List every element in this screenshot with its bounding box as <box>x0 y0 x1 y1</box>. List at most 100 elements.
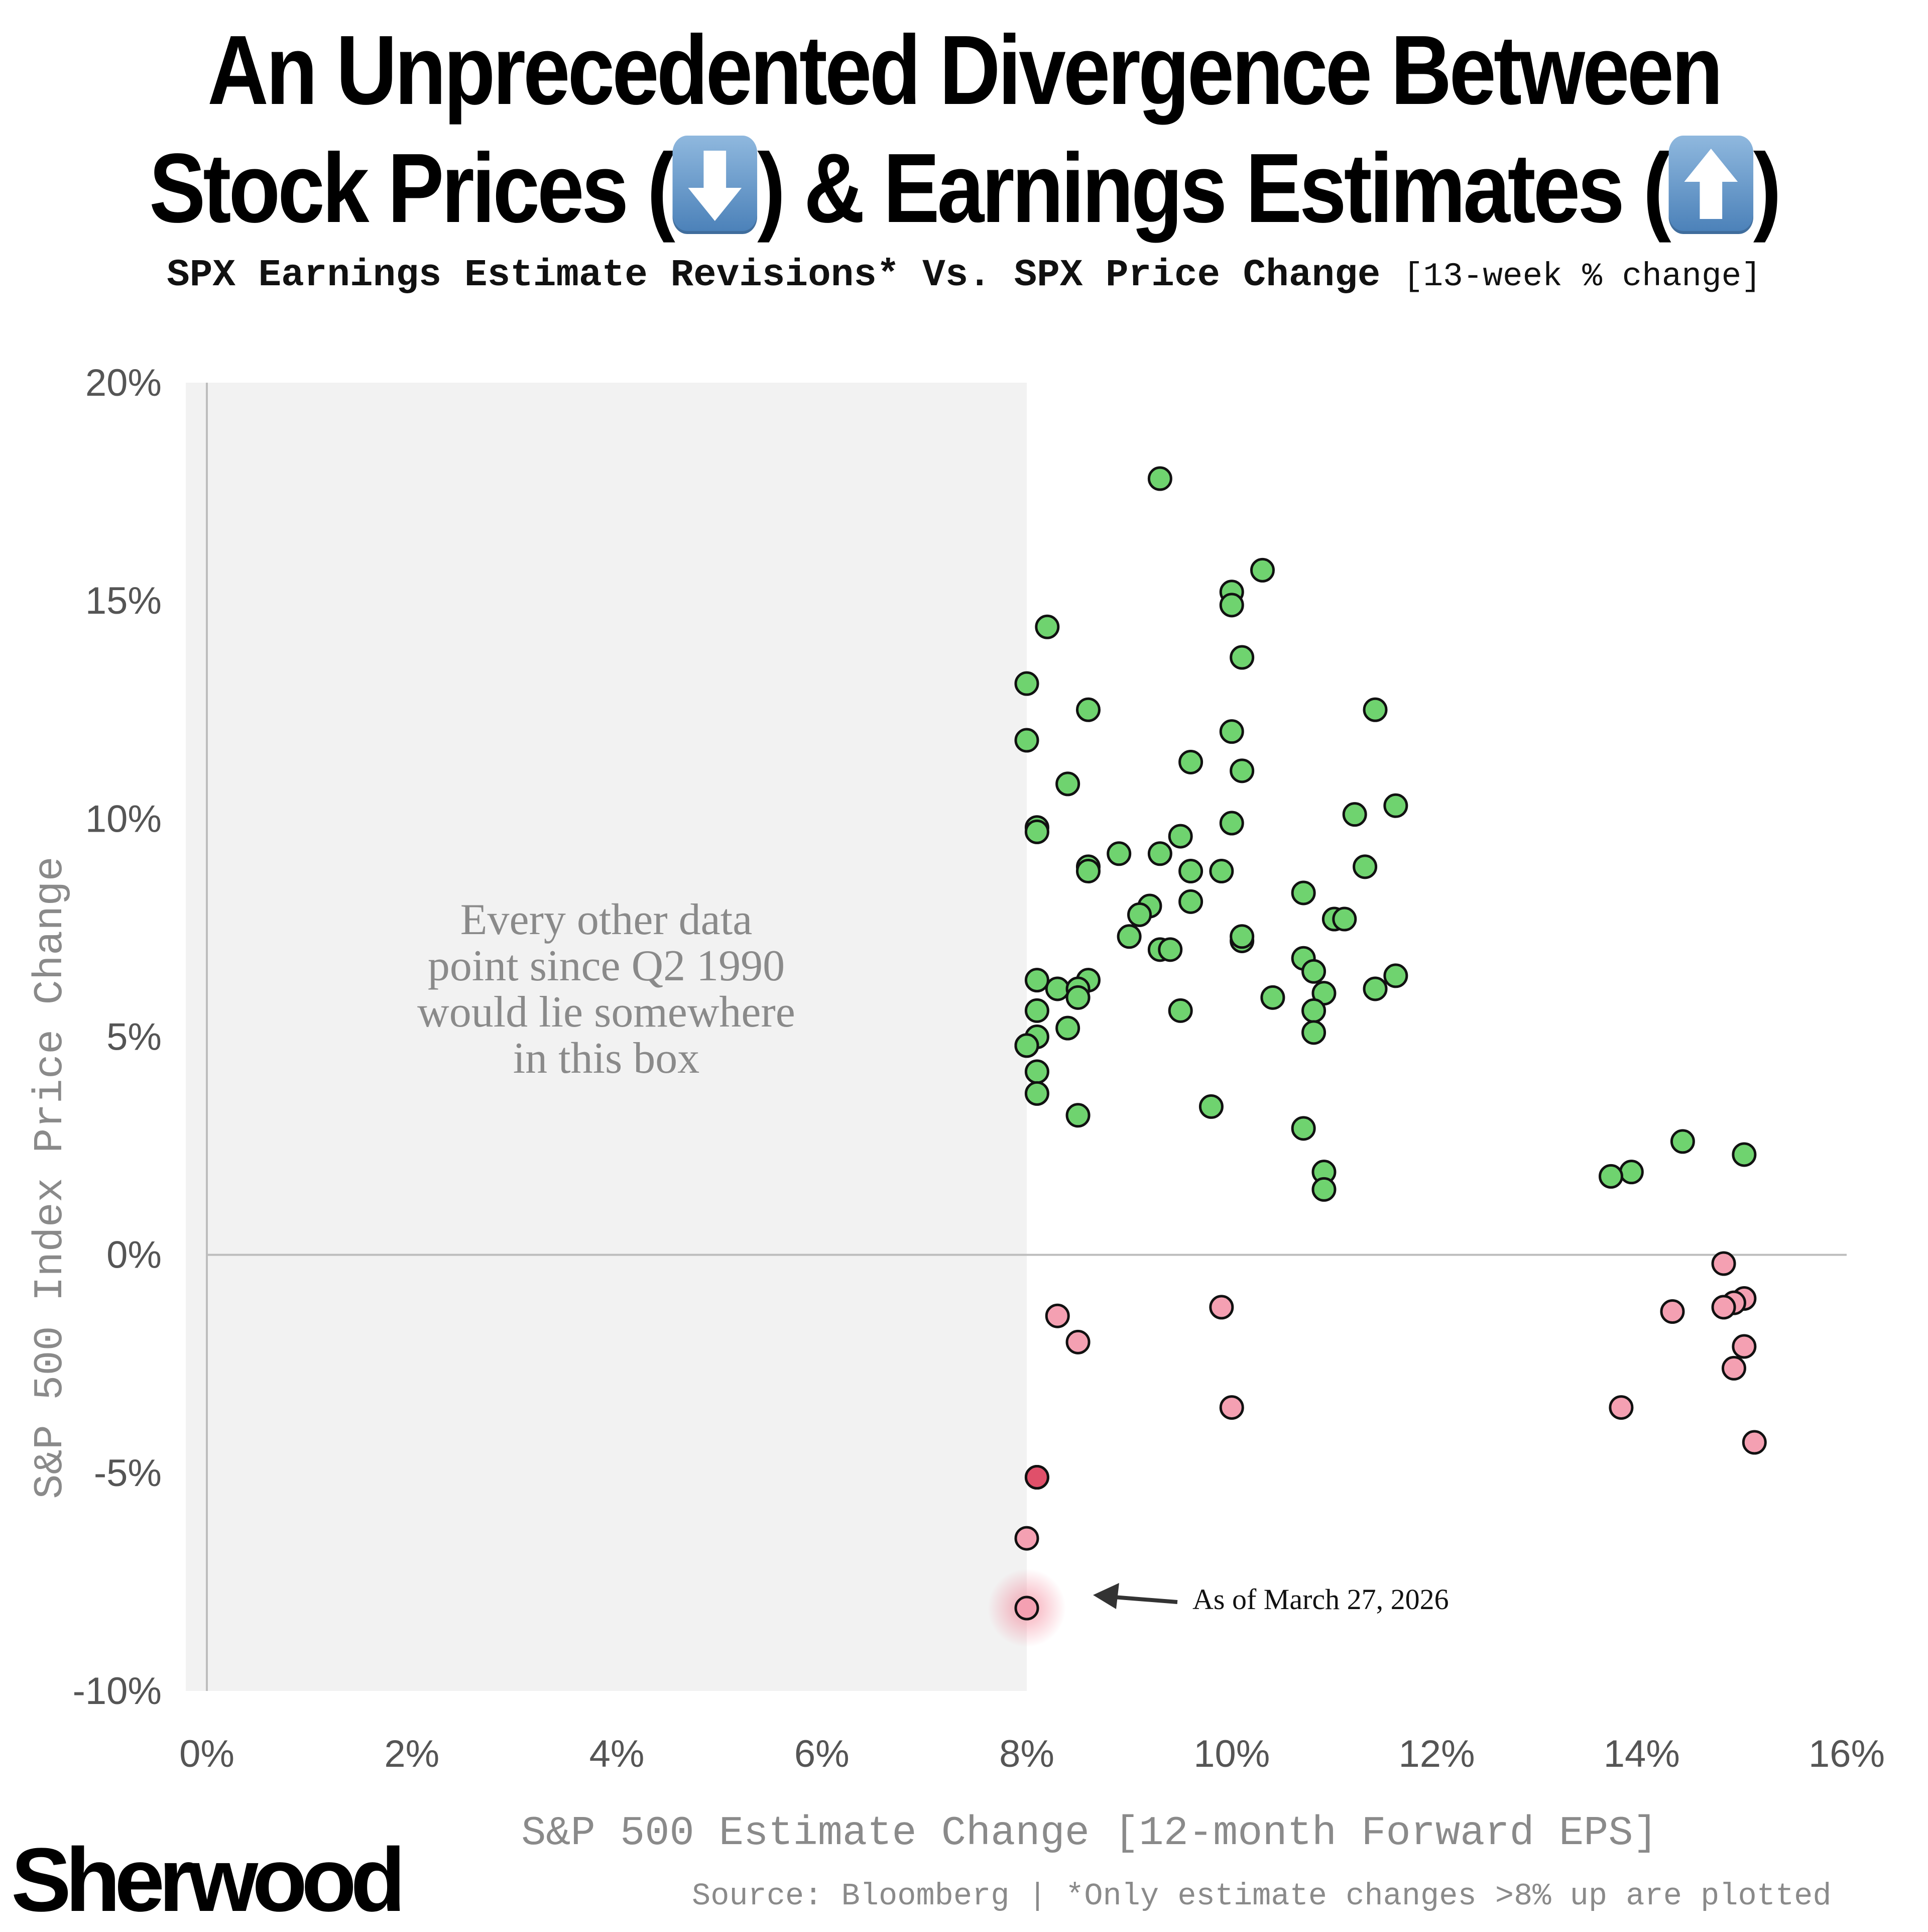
y-tick-label: 15% <box>85 580 162 622</box>
point-price-up <box>1014 1033 1039 1058</box>
point-price-down <box>1219 1395 1244 1420</box>
x-tick-label: 2% <box>384 1733 439 1775</box>
point-price-up <box>1291 880 1316 905</box>
x-tick-label: 4% <box>589 1733 645 1775</box>
title-line-2-part-b: ) & Earnings Estimates ( <box>757 133 1671 243</box>
brand-logo: Sherwood <box>11 1830 406 1930</box>
subtitle-unit: [13-week % change] <box>1403 258 1761 295</box>
down-arrow-emoji-icon <box>672 136 758 234</box>
point-price-up <box>1250 557 1275 583</box>
point-price-up <box>1383 793 1408 818</box>
point-price-up <box>1147 841 1172 866</box>
y-tick-label: 0% <box>106 1234 162 1277</box>
point-price-down <box>1732 1334 1757 1359</box>
point-price-up <box>1363 697 1388 722</box>
point-price-up <box>1619 1160 1644 1185</box>
point-price-up <box>1024 819 1049 844</box>
annotation: As of March 27, 2026 <box>1093 1583 1449 1616</box>
chart-title-line-1: An Unprecedented Divergence Between <box>135 10 1793 131</box>
point-price-up <box>1178 859 1203 884</box>
point-price-down <box>1711 1295 1736 1320</box>
point-price-up <box>1219 811 1244 836</box>
point-price-up <box>1127 902 1152 927</box>
point-price-down <box>1024 1465 1049 1490</box>
annotation-arrow-line <box>1107 1595 1178 1605</box>
x-tick-label: 10% <box>1193 1733 1270 1775</box>
point-price-up <box>1075 697 1101 722</box>
point-price-down <box>1065 1329 1091 1354</box>
box-note-line: point since Q2 1990 <box>428 942 785 990</box>
box-note-line: Every other data <box>460 895 753 944</box>
point-price-up <box>1599 1164 1624 1189</box>
point-price-down <box>1045 1303 1070 1328</box>
point-price-up <box>1024 1081 1049 1106</box>
point-price-up <box>1014 728 1039 753</box>
point-price-up <box>1670 1129 1695 1154</box>
x-tick-label: 12% <box>1398 1733 1475 1775</box>
point-price-up <box>1332 906 1357 932</box>
point-price-down <box>1711 1251 1736 1276</box>
y-tick-label: 10% <box>85 798 162 840</box>
point-price-up <box>1353 854 1378 879</box>
point-price-up <box>1311 1177 1337 1202</box>
x-tick-label: 16% <box>1809 1733 1885 1775</box>
point-price-up <box>1065 985 1091 1010</box>
point-price-up <box>1178 889 1203 914</box>
point-price-up <box>1024 998 1049 1023</box>
point-price-up <box>1014 671 1039 696</box>
axis-lines <box>206 383 1847 1691</box>
box-note-line: in this box <box>513 1034 700 1083</box>
x-tick-label: 8% <box>999 1733 1054 1775</box>
shaded-box <box>186 383 1027 1691</box>
point-price-up <box>1260 985 1285 1010</box>
point-price-up <box>1301 998 1327 1023</box>
point-price-up <box>1045 976 1070 1001</box>
point-price-up <box>1230 758 1255 783</box>
box-note-line: would lie somewhere <box>417 988 795 1037</box>
point-price-up <box>1198 1094 1224 1119</box>
point-price-up <box>1107 841 1132 866</box>
title-line-1-text: An Unprecedented Divergence Between <box>207 15 1723 125</box>
point-price-up <box>1301 959 1327 984</box>
point-price-up <box>1024 1059 1049 1084</box>
up-arrow-emoji-icon <box>1668 136 1753 234</box>
point-price-down <box>1660 1299 1685 1324</box>
point-price-up <box>1168 998 1193 1023</box>
tick-labels: 0% 2% 4% 6% 8% 10% 12% 14% 16% 20% 15% 10% 5% 0% -5% -1… <box>73 362 1885 1775</box>
point-price-up <box>1168 824 1193 849</box>
point-price-up <box>1209 859 1234 884</box>
point-price-up <box>1055 771 1080 797</box>
point-price-down <box>1609 1395 1634 1420</box>
point-price-up <box>1178 749 1203 774</box>
point-price-up <box>1342 802 1367 827</box>
point-price-up <box>1219 593 1244 618</box>
point-price-up <box>1219 719 1244 744</box>
point-price-up <box>1035 614 1060 639</box>
annotation-text: As of March 27, 2026 <box>1192 1583 1449 1616</box>
y-tick-label: 20% <box>85 362 162 404</box>
subtitle-main: SPX Earnings Estimate Revisions* Vs. SPX… <box>167 254 1381 297</box>
point-price-up <box>1732 1142 1757 1167</box>
point-price-up <box>1065 1103 1091 1128</box>
x-tick-label: 0% <box>179 1733 234 1775</box>
point-price-up <box>1147 466 1172 491</box>
point-price-up <box>1383 963 1408 988</box>
point-price-down <box>1742 1430 1767 1455</box>
chart-title-line-2: Stock Prices () & Earnings Estimates () <box>135 128 1793 249</box>
source-note: Source: Bloomberg | *Only estimate chang… <box>692 1878 1832 1914</box>
point-price-up <box>1158 937 1183 962</box>
title-line-2-part-c: ) <box>1753 133 1781 243</box>
point-price-up <box>1363 976 1388 1001</box>
y-tick-label: 5% <box>106 1016 162 1059</box>
point-price-up <box>1024 968 1049 993</box>
point-price-up <box>1117 924 1142 949</box>
point-price-up <box>1301 1020 1327 1045</box>
point-latest <box>1014 1596 1039 1621</box>
point-price-up <box>1291 1116 1316 1141</box>
point-price-up <box>1055 1015 1080 1041</box>
point-price-down <box>1721 1355 1746 1381</box>
annotation-arrow-head-icon <box>1093 1583 1119 1610</box>
